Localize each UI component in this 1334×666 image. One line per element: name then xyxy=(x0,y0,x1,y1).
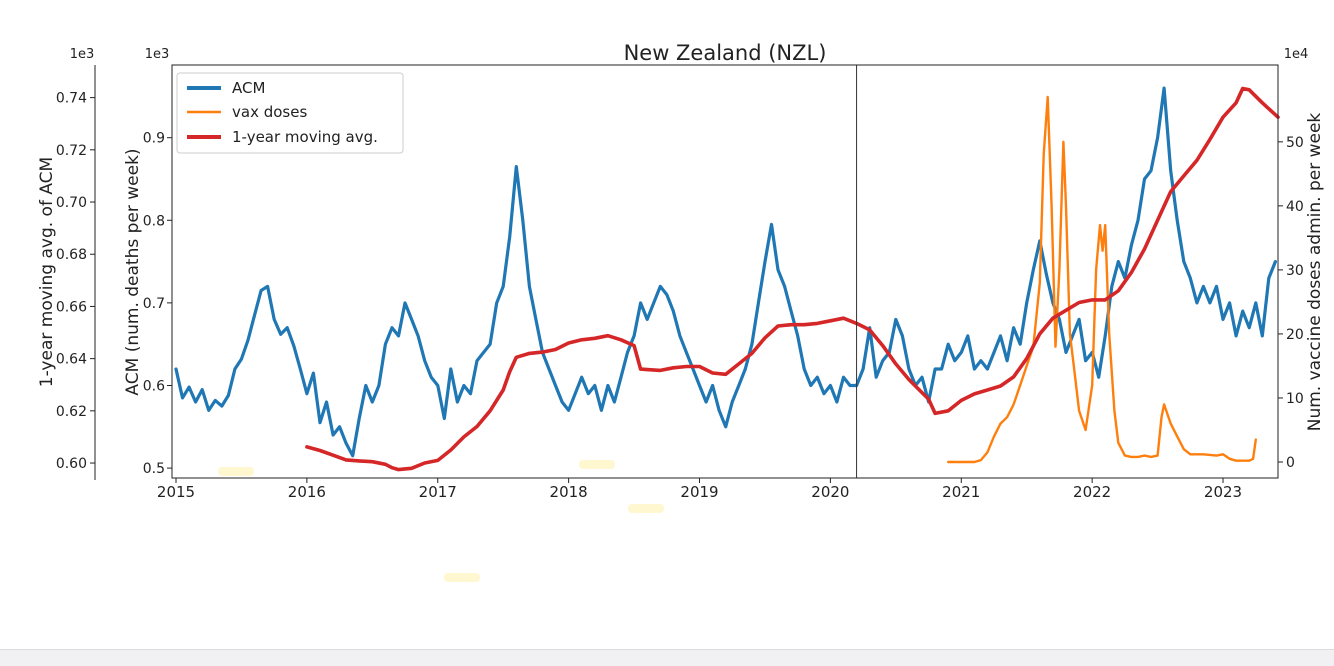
x-tick-label: 2020 xyxy=(811,483,849,501)
main-tick-label: 0.5 xyxy=(143,461,165,477)
highlight-mark xyxy=(628,504,664,513)
left-tick-label: 0.74 xyxy=(56,91,87,107)
x-tick-label: 2018 xyxy=(550,483,588,501)
left-tick-label: 0.66 xyxy=(56,299,87,315)
left-tick-label: 0.62 xyxy=(56,404,87,420)
main-tick-label: 0.6 xyxy=(143,378,165,394)
series-line-vax-doses xyxy=(947,95,1257,464)
bottom-strip xyxy=(0,649,1334,666)
x-tick-label: 2016 xyxy=(288,483,326,501)
x-tick-label: 2023 xyxy=(1204,483,1242,501)
left-tick-label: 0.60 xyxy=(56,456,87,472)
legend-entry-moving-avg: 1-year moving avg. xyxy=(187,128,378,146)
right-axis-label: Num. vaccine doses admin. per week xyxy=(1305,113,1325,432)
left-tick-label: 0.72 xyxy=(56,143,87,159)
left-tick-label: 0.64 xyxy=(56,352,87,368)
highlight-mark xyxy=(579,460,615,469)
legend-entry-vax: vax doses xyxy=(187,103,307,121)
legend-label-moving-avg: 1-year moving avg. xyxy=(232,128,378,146)
x-tick-label: 2022 xyxy=(1073,483,1111,501)
right-tick-label: 0 xyxy=(1286,455,1295,471)
highlight-mark xyxy=(444,573,480,582)
left-axis-multiplier: 1e3 xyxy=(70,47,95,62)
main-tick-label: 0.8 xyxy=(143,213,165,229)
right-tick-label: 40 xyxy=(1286,199,1304,215)
x-tick-label: 2017 xyxy=(419,483,457,501)
series-layer xyxy=(174,86,1280,472)
left-axis-ticks: 0.60 0.62 0.64 0.66 0.68 0.70 0.72 0.74 xyxy=(56,91,95,472)
main-axis-multiplier: 1e3 xyxy=(145,47,170,62)
left-tick-label: 0.68 xyxy=(56,247,87,263)
right-axis-multiplier: 1e4 xyxy=(1284,47,1309,62)
main-tick-label: 0.9 xyxy=(143,131,165,147)
main-axis-label: ACM (num. deaths per week) xyxy=(123,148,143,395)
legend-label-acm: ACM xyxy=(232,79,265,97)
right-tick-label: 50 xyxy=(1286,135,1304,151)
left-tick-label: 0.70 xyxy=(56,195,87,211)
highlight-mark xyxy=(218,467,254,476)
chart-title: New Zealand (NZL) xyxy=(624,41,827,65)
decor-highlights xyxy=(218,460,664,582)
legend-entry-acm: ACM xyxy=(187,79,265,97)
x-tick-label: 2015 xyxy=(157,483,195,501)
right-tick-label: 20 xyxy=(1286,327,1304,343)
series-line-1-year-moving-avg xyxy=(305,86,1280,472)
right-tick-label: 30 xyxy=(1286,263,1304,279)
main-axis-ticks: 0.5 0.6 0.7 0.8 0.9 xyxy=(143,131,172,477)
x-axis-ticks: 2015 2016 2017 2018 2019 2020 2021 2022 2023 xyxy=(157,478,1242,501)
main-tick-label: 0.7 xyxy=(143,296,165,312)
legend: ACM vax doses 1-year moving avg. xyxy=(176,72,404,154)
left-axis-label: 1-year moving avg. of ACM xyxy=(37,157,57,387)
right-axis-ticks: 0 10 20 30 40 50 xyxy=(1278,135,1304,471)
x-tick-label: 2021 xyxy=(942,483,980,501)
right-tick-label: 10 xyxy=(1286,391,1304,407)
legend-label-vax: vax doses xyxy=(232,103,307,121)
plot-frame xyxy=(171,64,1279,479)
x-tick-label: 2019 xyxy=(680,483,718,501)
legend-box xyxy=(176,72,404,154)
